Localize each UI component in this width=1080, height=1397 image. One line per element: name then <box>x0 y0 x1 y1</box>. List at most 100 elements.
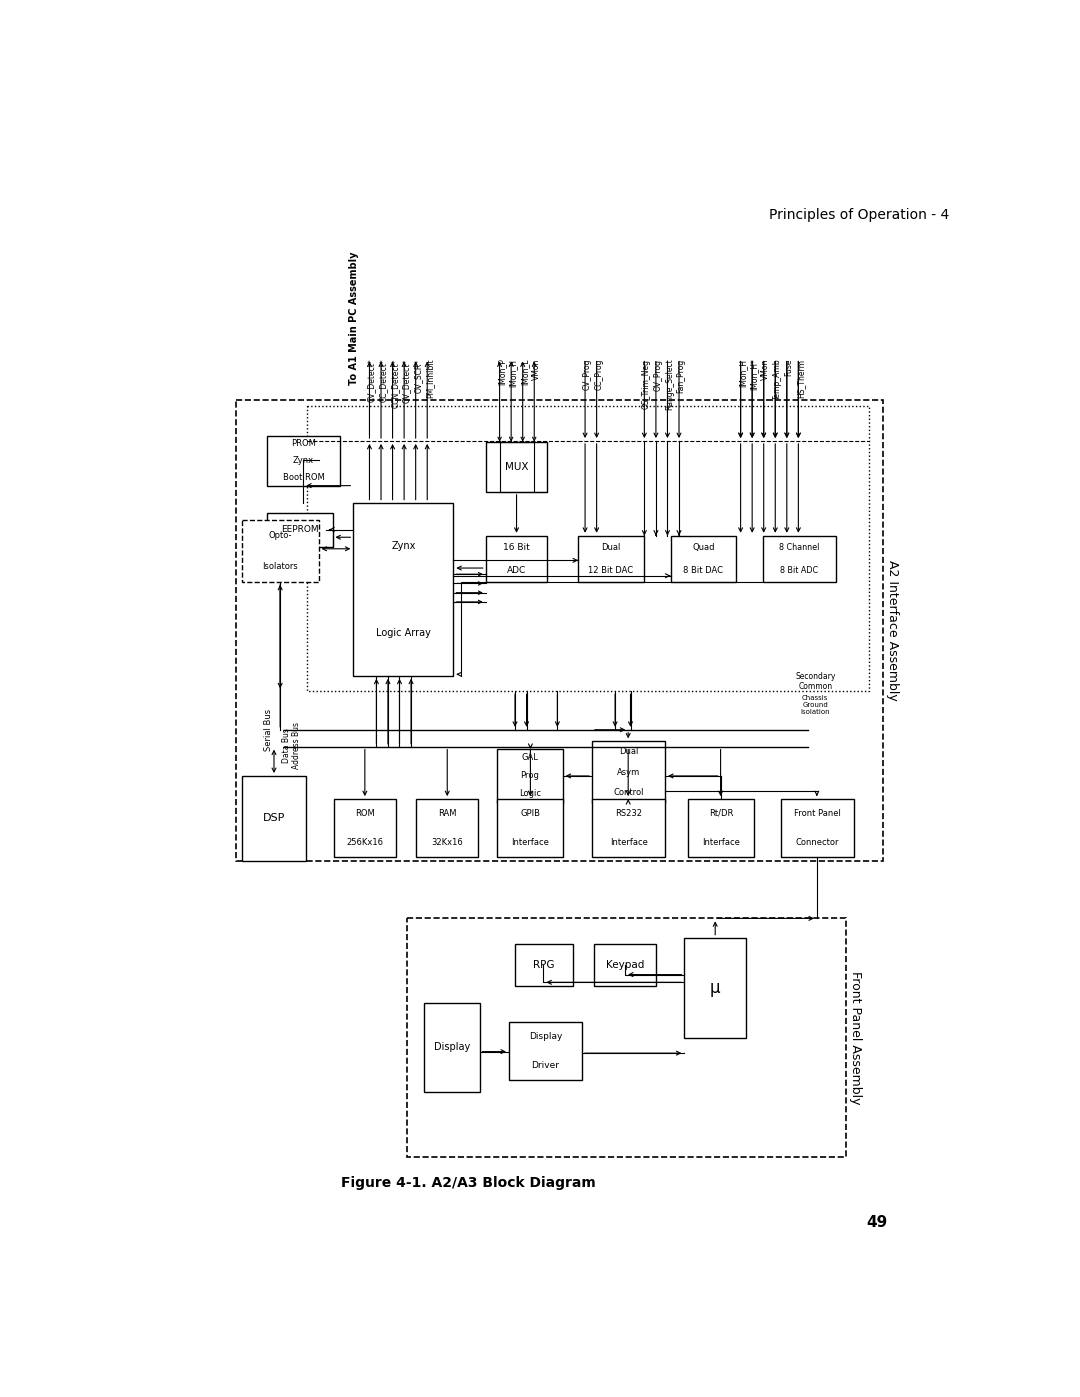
Text: OV_Detect*: OV_Detect* <box>402 359 410 402</box>
Text: HS_Therm: HS_Therm <box>796 359 805 398</box>
Text: ROM: ROM <box>355 809 375 819</box>
Bar <box>424 1003 480 1091</box>
Text: To A1 Main PC Assembly: To A1 Main PC Assembly <box>350 251 360 384</box>
Bar <box>685 937 746 1038</box>
Text: PROM: PROM <box>292 440 316 448</box>
Text: IMon_H: IMon_H <box>509 359 517 387</box>
Text: Range_Select: Range_Select <box>665 359 674 411</box>
Text: Front Panel Assembly: Front Panel Assembly <box>849 971 862 1105</box>
Text: μ: μ <box>710 979 720 996</box>
Text: VMon: VMon <box>761 359 770 380</box>
Text: CCN_Detect*: CCN_Detect* <box>390 359 400 408</box>
Text: Chassis
Ground
Isolation: Chassis Ground Isolation <box>800 696 831 715</box>
Text: RAM: RAM <box>438 809 457 819</box>
Bar <box>267 436 340 486</box>
Text: Control: Control <box>613 788 644 798</box>
Text: Logic: Logic <box>519 789 541 799</box>
Text: EEPROM: EEPROM <box>281 525 319 535</box>
Bar <box>334 799 395 856</box>
Text: Prog: Prog <box>521 771 539 781</box>
Text: Opto-: Opto- <box>269 531 292 541</box>
Text: Data Bus
Address Bus: Data Bus Address Bus <box>282 722 301 768</box>
Text: 49: 49 <box>866 1215 888 1229</box>
Text: Fuse: Fuse <box>784 359 794 376</box>
Bar <box>242 520 319 583</box>
Text: Boot ROM: Boot ROM <box>283 472 324 482</box>
Text: Display: Display <box>529 1032 562 1041</box>
Text: 32Kx16: 32Kx16 <box>431 838 463 847</box>
Text: Dual: Dual <box>619 747 638 756</box>
Text: 8 Bit ADC: 8 Bit ADC <box>781 566 819 574</box>
Text: Isolators: Isolators <box>262 562 298 571</box>
Bar <box>509 1023 582 1080</box>
Text: DSP: DSP <box>262 813 285 823</box>
Text: Asym: Asym <box>617 767 640 777</box>
Text: 256Kx16: 256Kx16 <box>347 838 383 847</box>
Text: IMon_H: IMon_H <box>739 359 747 387</box>
Text: Dual: Dual <box>602 543 621 552</box>
Bar <box>515 944 572 986</box>
Bar <box>307 407 869 692</box>
Text: Keypad: Keypad <box>606 960 645 970</box>
Text: ADC: ADC <box>507 566 526 574</box>
Text: RPG: RPG <box>534 960 555 970</box>
Text: CC_Prog: CC_Prog <box>594 359 604 390</box>
Text: Rt/DR: Rt/DR <box>708 809 733 819</box>
Text: Interface: Interface <box>702 838 740 847</box>
Text: IMon_H*: IMon_H* <box>750 359 759 391</box>
Bar <box>762 535 836 583</box>
Text: CV_Detect*: CV_Detect* <box>367 359 376 402</box>
Text: GPIB: GPIB <box>519 809 540 819</box>
Bar <box>237 400 883 861</box>
Text: CC_Detect*: CC_Detect* <box>379 359 388 402</box>
Text: Fan_Prog: Fan_Prog <box>677 359 686 393</box>
Text: MUX: MUX <box>504 462 528 472</box>
Text: 16 Bit: 16 Bit <box>503 543 530 552</box>
Bar <box>267 513 333 548</box>
Bar <box>486 535 548 583</box>
Bar <box>497 749 563 803</box>
Text: Interface: Interface <box>609 838 648 847</box>
Text: Figure 4-1. A2/A3 Block Diagram: Figure 4-1. A2/A3 Block Diagram <box>341 1175 596 1189</box>
Text: 8 Bit DAC: 8 Bit DAC <box>684 566 724 574</box>
Text: A2 Interface Assembly: A2 Interface Assembly <box>886 560 899 701</box>
Text: OS_Trim_Neg: OS_Trim_Neg <box>642 359 651 408</box>
Bar <box>592 742 665 803</box>
Text: Principles of Operation - 4: Principles of Operation - 4 <box>769 208 949 222</box>
Text: Secondary
Common: Secondary Common <box>795 672 836 692</box>
Text: GAL: GAL <box>522 753 539 763</box>
Bar <box>407 918 846 1157</box>
Bar <box>242 775 306 861</box>
Bar <box>578 535 644 583</box>
Bar <box>671 535 735 583</box>
Text: VMon: VMon <box>532 359 541 380</box>
Bar <box>497 799 563 856</box>
Bar <box>353 503 454 676</box>
Text: Display: Display <box>434 1042 470 1052</box>
Text: Driver: Driver <box>531 1062 559 1070</box>
Text: 8 Channel: 8 Channel <box>780 543 820 552</box>
Text: Serial Bus: Serial Bus <box>265 708 273 750</box>
Bar <box>417 799 478 856</box>
Text: RS232: RS232 <box>616 809 643 819</box>
Text: IMon_L: IMon_L <box>521 359 529 386</box>
Bar <box>592 799 665 856</box>
Text: Zynx: Zynx <box>391 541 416 550</box>
Text: Quad: Quad <box>692 543 715 552</box>
Text: OV_SCR*: OV_SCR* <box>414 359 422 393</box>
Bar <box>781 799 854 856</box>
Text: Front Panel: Front Panel <box>794 809 840 819</box>
Text: 12 Bit DAC: 12 Bit DAC <box>589 566 634 574</box>
Text: IMon_P: IMon_P <box>497 359 507 386</box>
Text: Logic Array: Logic Array <box>376 627 431 637</box>
Text: OV_Prog: OV_Prog <box>653 359 663 391</box>
Text: Interface: Interface <box>511 838 549 847</box>
Text: Temp_Amb: Temp_Amb <box>773 359 782 400</box>
Text: Connector: Connector <box>796 838 839 847</box>
Text: PM_Inhibit: PM_Inhibit <box>424 359 434 398</box>
Text: CV_Prog: CV_Prog <box>583 359 592 390</box>
Text: Zynx: Zynx <box>293 457 314 465</box>
Bar <box>594 944 656 986</box>
Bar <box>486 441 548 492</box>
Bar <box>688 799 754 856</box>
